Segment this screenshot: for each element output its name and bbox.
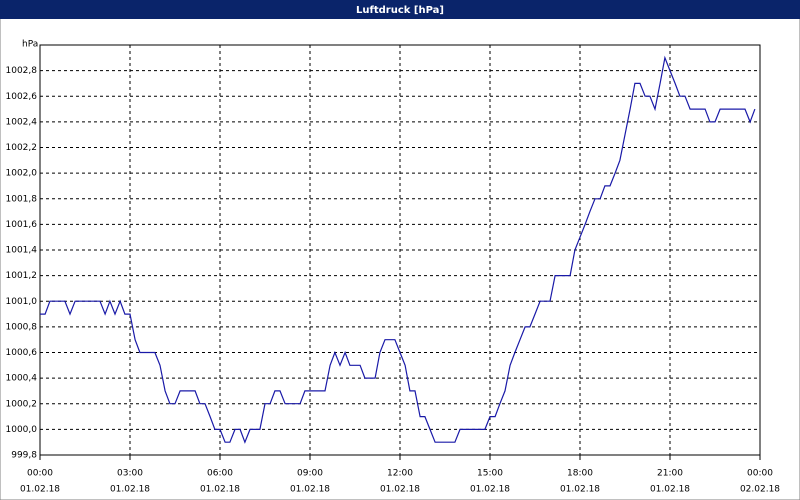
x-tick-label: 00:00: [27, 469, 53, 479]
y-tick-label: 1002,2: [6, 143, 38, 153]
x-tick-date: 01.02.18: [650, 485, 690, 495]
x-tick-label: 06:00: [207, 469, 233, 479]
x-tick-label: 18:00: [567, 469, 593, 479]
data-line: [40, 55, 756, 444]
x-tick-date: 01.02.18: [20, 485, 60, 495]
y-tick-label: 1000,4: [6, 374, 38, 384]
x-tick-label: 12:00: [387, 469, 413, 479]
x-tick-date: 01.02.18: [560, 485, 600, 495]
x-tick-date: 01.02.18: [110, 485, 150, 495]
y-tick-label: 1002,8: [6, 66, 38, 76]
x-tick-date: 01.02.18: [290, 485, 330, 495]
y-tick-label: 1001,0: [6, 297, 38, 307]
x-tick-label: 00:00: [747, 469, 773, 479]
y-tick-label: 1002,4: [6, 117, 38, 127]
y-tick-label: 1000,8: [6, 322, 38, 332]
y-tick-label: 1000,2: [6, 399, 38, 409]
title-bar: [0, 0, 800, 19]
y-tick-label: 1000,0: [6, 425, 38, 435]
x-tick-date: 01.02.18: [470, 485, 510, 495]
y-tick-label: 1001,4: [6, 246, 38, 256]
y-tick-label: 1002,0: [6, 169, 38, 179]
x-tick-label: 15:00: [477, 469, 503, 479]
x-tick-date: 01.02.18: [200, 485, 240, 495]
x-tick-date: 01.02.18: [380, 485, 420, 495]
y-tick-label: 1001,8: [6, 194, 38, 204]
y-tick-label: 999,8: [11, 451, 37, 461]
x-tick-label: 03:00: [117, 469, 143, 479]
plot-frame: [39, 44, 761, 456]
chart-title: Luftdruck [hPa]: [356, 5, 444, 16]
y-tick-label: 1001,2: [6, 271, 38, 281]
y-axis-label: hPa: [22, 40, 38, 50]
y-tick-label: 1002,6: [6, 92, 38, 102]
x-tick-label: 21:00: [657, 469, 683, 479]
x-tick-label: 09:00: [297, 469, 323, 479]
y-tick-label: 1000,6: [6, 348, 38, 358]
x-tick-date: 02.02.18: [740, 485, 780, 495]
y-tick-label: 1001,6: [6, 220, 38, 230]
